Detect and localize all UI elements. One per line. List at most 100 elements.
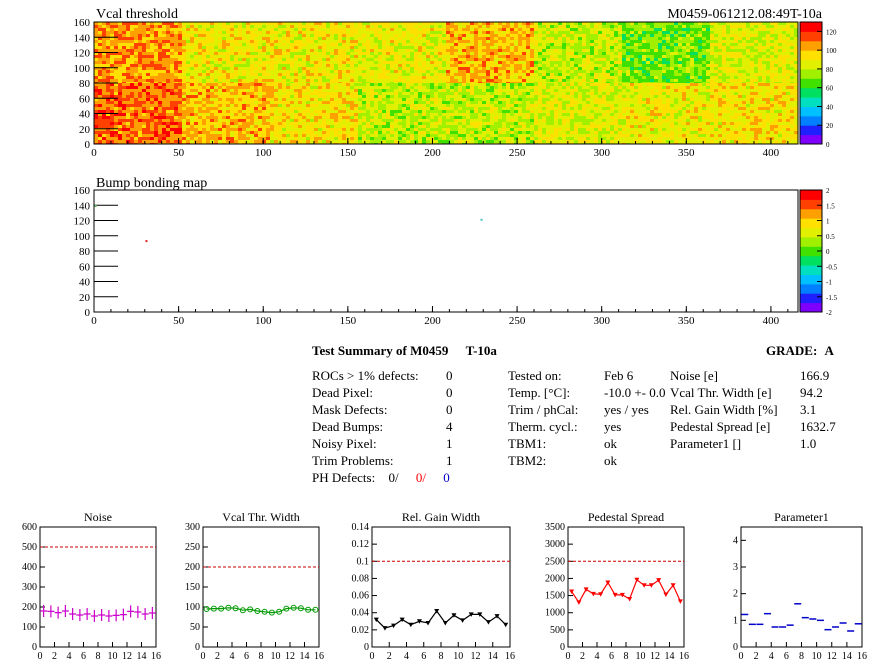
heatmap-cell	[594, 37, 598, 40]
heatmap-cell	[486, 43, 490, 46]
heatmap-cell	[642, 67, 646, 70]
heatmap-cell	[318, 119, 322, 122]
heatmap-cell	[214, 34, 218, 37]
heatmap-cell	[750, 43, 754, 46]
heatmap-cell	[166, 113, 170, 116]
heatmap-cell	[734, 70, 738, 73]
heatmap-cell	[462, 22, 466, 25]
heatmap-cell	[574, 58, 578, 61]
heatmap-cell	[558, 40, 562, 43]
heatmap-cell	[390, 34, 394, 37]
heatmap-cell	[262, 70, 266, 73]
heatmap-cell	[210, 58, 214, 61]
heatmap-cell	[266, 131, 270, 134]
heatmap-cell	[98, 122, 102, 125]
heatmap-cell	[302, 61, 306, 64]
heatmap-cell	[334, 92, 338, 95]
heatmap-cell	[646, 58, 650, 61]
heatmap-cell	[562, 22, 566, 25]
heatmap-cell	[626, 46, 630, 49]
heatmap-cell	[662, 79, 666, 82]
heatmap-cell	[730, 25, 734, 28]
heatmap-cell	[94, 67, 98, 70]
heatmap-cell	[130, 31, 134, 34]
heatmap-cell	[114, 131, 118, 134]
heatmap-cell	[198, 122, 202, 125]
heatmap-cell	[314, 107, 318, 110]
heatmap-cell	[306, 76, 310, 79]
heatmap-cell	[406, 76, 410, 79]
heatmap-cell	[246, 67, 250, 70]
heatmap-cell	[314, 79, 318, 82]
heatmap-cell	[158, 43, 162, 46]
heatmap-cell	[238, 89, 242, 92]
heatmap-cell	[302, 64, 306, 67]
heatmap-cell	[170, 92, 174, 95]
heatmap-cell	[262, 95, 266, 98]
heatmap-cell	[482, 37, 486, 40]
heatmap-cell	[110, 134, 114, 137]
heatmap-cell	[326, 119, 330, 122]
heatmap-cell	[354, 82, 358, 83]
heatmap-cell	[482, 58, 486, 61]
heatmap-cell	[110, 76, 114, 79]
heatmap-cell	[658, 46, 662, 49]
heatmap-cell	[358, 58, 362, 61]
heatmap-cell	[146, 122, 150, 125]
heatmap-cell	[266, 76, 270, 79]
heatmap-cell	[282, 83, 286, 86]
heatmap-cell	[378, 52, 382, 55]
heatmap-cell	[326, 128, 330, 131]
heatmap-cell	[218, 55, 222, 58]
heatmap-cell	[194, 76, 198, 79]
heatmap-cell	[158, 70, 162, 73]
heatmap-cell	[398, 25, 402, 28]
heatmap-cell	[686, 22, 690, 25]
heatmap-cell	[206, 61, 210, 64]
heatmap-cell	[106, 22, 110, 25]
heatmap-cell	[206, 98, 210, 101]
heatmap-cell	[210, 86, 214, 89]
heatmap-cell	[306, 122, 310, 125]
heatmap-cell	[390, 55, 394, 58]
heatmap-cell	[758, 70, 762, 73]
heatmap-cell	[254, 31, 258, 34]
heatmap-cell	[670, 82, 674, 83]
heatmap-cell	[190, 25, 194, 28]
heatmap-cell	[154, 52, 158, 55]
heatmap-cell	[522, 76, 526, 79]
heatmap-cell	[118, 58, 122, 61]
heatmap-cell	[394, 58, 398, 61]
heatmap-cell	[382, 52, 386, 55]
heatmap-cell	[174, 79, 178, 82]
heatmap-cell	[354, 25, 358, 28]
heatmap-cell	[562, 43, 566, 46]
heatmap-cell	[158, 82, 162, 83]
heatmap-cell	[178, 25, 182, 28]
heatmap-cell	[310, 58, 314, 61]
heatmap-cell	[470, 82, 474, 83]
heatmap-cell	[386, 76, 390, 79]
heatmap-cell	[290, 104, 294, 107]
heatmap-cell	[134, 140, 138, 143]
heatmap-cell	[510, 31, 514, 34]
heatmap-cell	[218, 131, 222, 134]
heatmap-cell	[286, 89, 290, 92]
heatmap-cell	[162, 110, 166, 113]
heatmap-cell	[354, 125, 358, 128]
heatmap-cell	[338, 86, 342, 89]
heatmap-cell	[202, 61, 206, 64]
heatmap-cell	[334, 46, 338, 49]
heatmap-cell	[758, 52, 762, 55]
heatmap-cell	[94, 134, 98, 137]
heatmap-cell	[146, 128, 150, 131]
heatmap-cell	[370, 22, 374, 25]
heatmap-cell	[94, 119, 98, 122]
heatmap-cell	[150, 28, 154, 31]
heatmap-cell	[262, 79, 266, 82]
heatmap-cell	[338, 34, 342, 37]
heatmap-cell	[646, 70, 650, 73]
heatmap-cell	[154, 49, 158, 52]
heatmap-cell	[586, 22, 590, 25]
heatmap-cell	[558, 52, 562, 55]
